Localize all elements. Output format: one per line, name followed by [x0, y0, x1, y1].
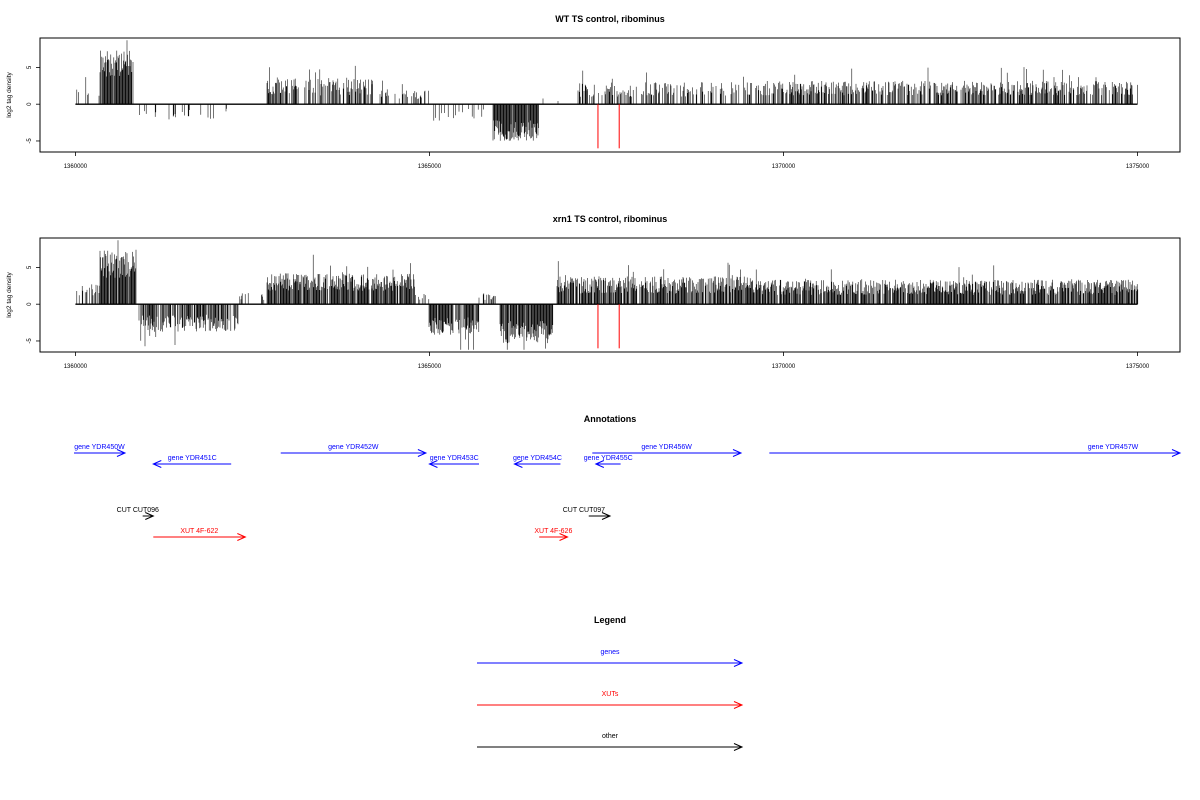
y-tick-label: 5 [27, 265, 33, 269]
legend-label: genes [600, 649, 620, 656]
feature-arrow-head [513, 460, 523, 468]
feature-label: gene YDR451C [168, 455, 217, 462]
feature-label: XUT 4F-622 [180, 528, 218, 535]
legend-label: XUTs [602, 691, 619, 698]
y-tick-label: 5 [27, 65, 33, 69]
wt-y-axis-label: log2 tag density [6, 71, 13, 117]
x-tick-label: 1370000 [772, 164, 796, 170]
feature-label: gene YDR453C [430, 455, 479, 462]
y-tick-label: 0 [27, 102, 33, 106]
legend-arrow-head [733, 701, 744, 709]
feature-label: gene YDR454C [513, 455, 562, 462]
feature-arrow-head [559, 533, 569, 541]
x-tick-label: 1360000 [64, 364, 88, 370]
xrn1-plot-frame [39, 237, 1181, 353]
wt-track-panel: WT TS control, ribominus log2 tag densit… [6, 14, 1181, 170]
feature-arrow-head [732, 449, 743, 457]
xrn1-track-bars [75, 240, 1139, 350]
legend-arrow-head [733, 659, 744, 667]
wt-plot-frame [39, 37, 1181, 153]
feature-arrow-head [594, 460, 605, 468]
feature-label: gene YDR456W [641, 444, 692, 451]
feature-label: gene YDR450W [74, 444, 125, 451]
annotation-features: gene YDR450W gene YDR451C gene YDR452W gene… [74, 444, 1182, 541]
wt-track-title: WT TS control, ribominus [555, 14, 665, 24]
feature-arrow-head [145, 512, 155, 520]
feature-label: XUT 4F-626 [534, 528, 572, 535]
annotations-title: Annotations [584, 414, 637, 424]
wt-x-axis: 1360000 1365000 1370000 1375000 [64, 152, 1150, 170]
xrn1-y-axis-label: log2 tag density [6, 271, 13, 317]
xrn1-track-panel: xrn1 TS control, ribominus log2 tag dens… [6, 214, 1181, 370]
xrn1-track-title: xrn1 TS control, ribominus [553, 214, 668, 224]
feature-arrow-head [116, 449, 127, 457]
feature-arrow-head [1171, 449, 1182, 457]
legend-title: Legend [594, 615, 626, 625]
x-tick-label: 1365000 [418, 164, 442, 170]
y-tick-label: 0 [27, 302, 33, 306]
wt-track-bars [75, 40, 1138, 149]
feature-arrow-head [152, 460, 162, 468]
x-tick-label: 1360000 [64, 164, 88, 170]
feature-arrow-head [601, 512, 612, 520]
feature-arrow-head [237, 533, 247, 541]
feature-label: CUT CUT096 [117, 507, 159, 514]
y-tick-label: -5 [27, 338, 33, 344]
x-tick-label: 1370000 [772, 364, 796, 370]
feature-label: gene YDR452W [328, 444, 379, 451]
legend-items: genes XUTs other [477, 649, 744, 751]
feature-label: gene YDR457W [1088, 444, 1139, 451]
feature-arrow-head [417, 449, 428, 457]
feature-arrow-head [428, 460, 438, 468]
wt-y-axis: -5 0 5 [27, 65, 40, 144]
y-tick-label: -5 [27, 138, 33, 144]
feature-label: CUT CUT097 [563, 507, 605, 514]
xrn1-x-axis: 1360000 1365000 1370000 1375000 [64, 352, 1150, 370]
legend-panel: Legend genes XUTs other [477, 615, 744, 751]
legend-label: other [602, 733, 619, 740]
feature-label: gene YDR455C [584, 455, 633, 462]
x-tick-label: 1375000 [1126, 364, 1150, 370]
x-tick-label: 1365000 [418, 364, 442, 370]
xrn1-y-axis: -5 0 5 [27, 265, 40, 344]
legend-arrow-head [733, 743, 744, 751]
x-tick-label: 1375000 [1126, 164, 1150, 170]
